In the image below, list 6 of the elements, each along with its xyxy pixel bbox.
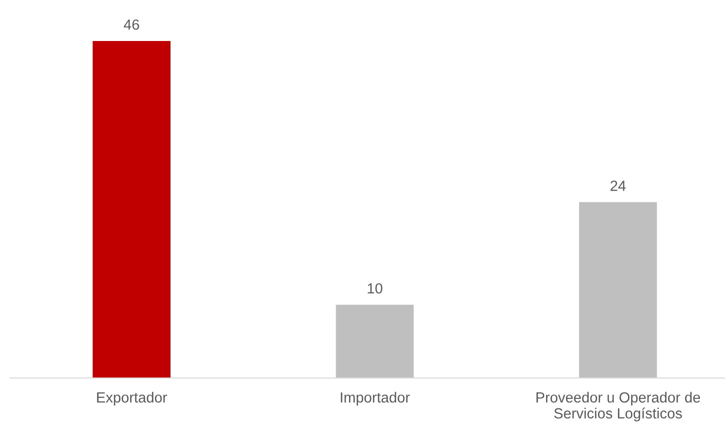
x-tick-label: Exportador	[97, 392, 168, 406]
x-tick-label: Proveedor u Operador de Servicios Logísticos	[536, 392, 700, 422]
data-label: 24	[610, 180, 626, 191]
data-label: 10	[368, 283, 382, 294]
x-tick-label: Importador	[340, 392, 410, 406]
data-label: 46	[124, 19, 140, 30]
